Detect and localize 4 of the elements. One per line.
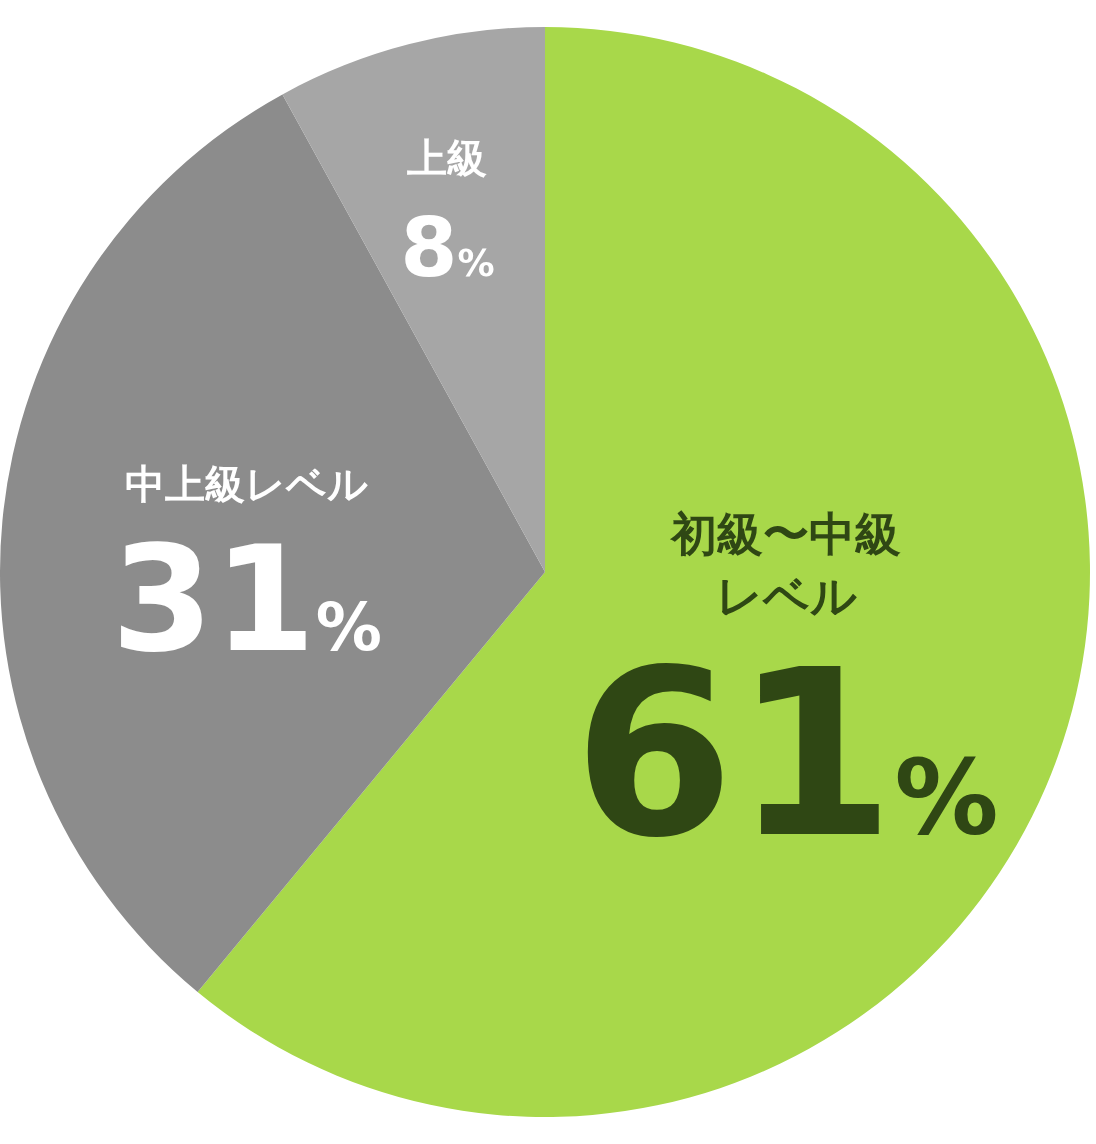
data-label: 31% [111,514,382,686]
slice-label: 上級 [407,134,488,181]
data-label: 8% [400,199,495,295]
slice-label: 中上級レベル [125,461,369,508]
